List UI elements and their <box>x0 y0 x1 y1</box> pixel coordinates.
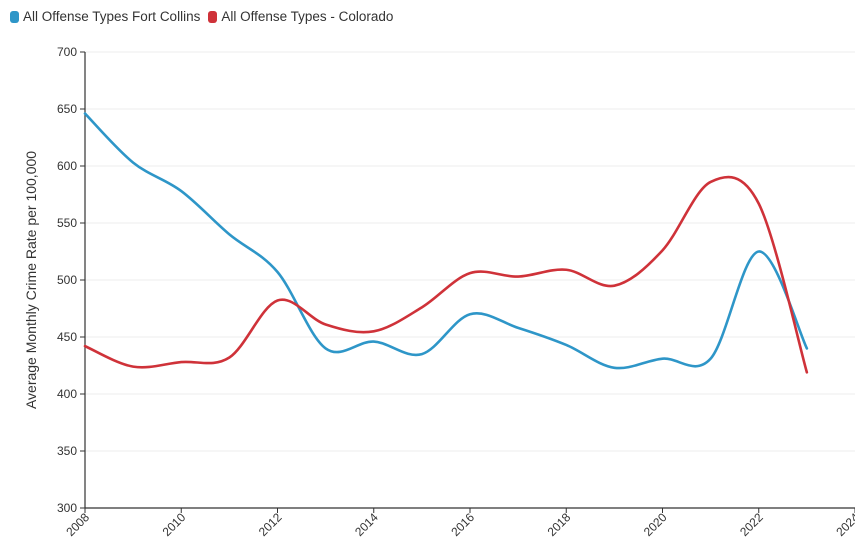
y-axis-title: Average Monthly Crime Rate per 100,000 <box>23 151 39 409</box>
x-tick-label-2012: 2012 <box>256 510 285 539</box>
y-tick-label-650: 650 <box>57 102 77 116</box>
legend-swatch-fort-collins <box>10 10 19 23</box>
legend-item-fort-collins[interactable]: All Offense Types Fort Collins <box>10 9 200 24</box>
series-lines <box>83 112 809 374</box>
legend-label-colorado: All Offense Types - Colorado <box>221 9 394 24</box>
legend-swatch-colorado <box>208 10 218 23</box>
legend-label-fort-collins: All Offense Types Fort Collins <box>23 9 201 24</box>
x-tick-label-2014: 2014 <box>352 510 381 539</box>
y-tick-label-350: 350 <box>57 444 77 458</box>
y-tick-label-400: 400 <box>57 387 77 401</box>
x-tick-labels: 2008 2010 2012 2014 2016 2018 2020 2022 2024 <box>63 508 855 539</box>
x-tick-label-2020: 2020 <box>641 510 670 539</box>
x-tick-label-2018: 2018 <box>545 510 574 539</box>
y-tick-label-500: 500 <box>57 273 77 287</box>
legend-item-colorado[interactable]: All Offense Types - Colorado <box>208 9 393 24</box>
y-tick-label-600: 600 <box>57 159 77 173</box>
y-tick-label-700: 700 <box>57 45 77 59</box>
x-tick-label-2022: 2022 <box>737 510 766 539</box>
y-tick-label-450: 450 <box>57 330 77 344</box>
grid-lines <box>85 51 855 452</box>
series-line-fort-collins[interactable] <box>83 112 809 370</box>
y-tick-label-550: 550 <box>57 216 77 230</box>
x-tick-label-2024: 2024 <box>833 510 855 539</box>
y-tick-label-300: 300 <box>57 501 77 515</box>
y-tick-labels: 300 350 400 450 500 550 600 650 700 <box>57 45 85 515</box>
chart-legend: All Offense Types Fort Collins All Offen… <box>10 9 393 24</box>
series-line-colorado[interactable] <box>83 175 809 374</box>
x-tick-label-2016: 2016 <box>448 510 477 539</box>
x-tick-label-2010: 2010 <box>160 510 189 539</box>
